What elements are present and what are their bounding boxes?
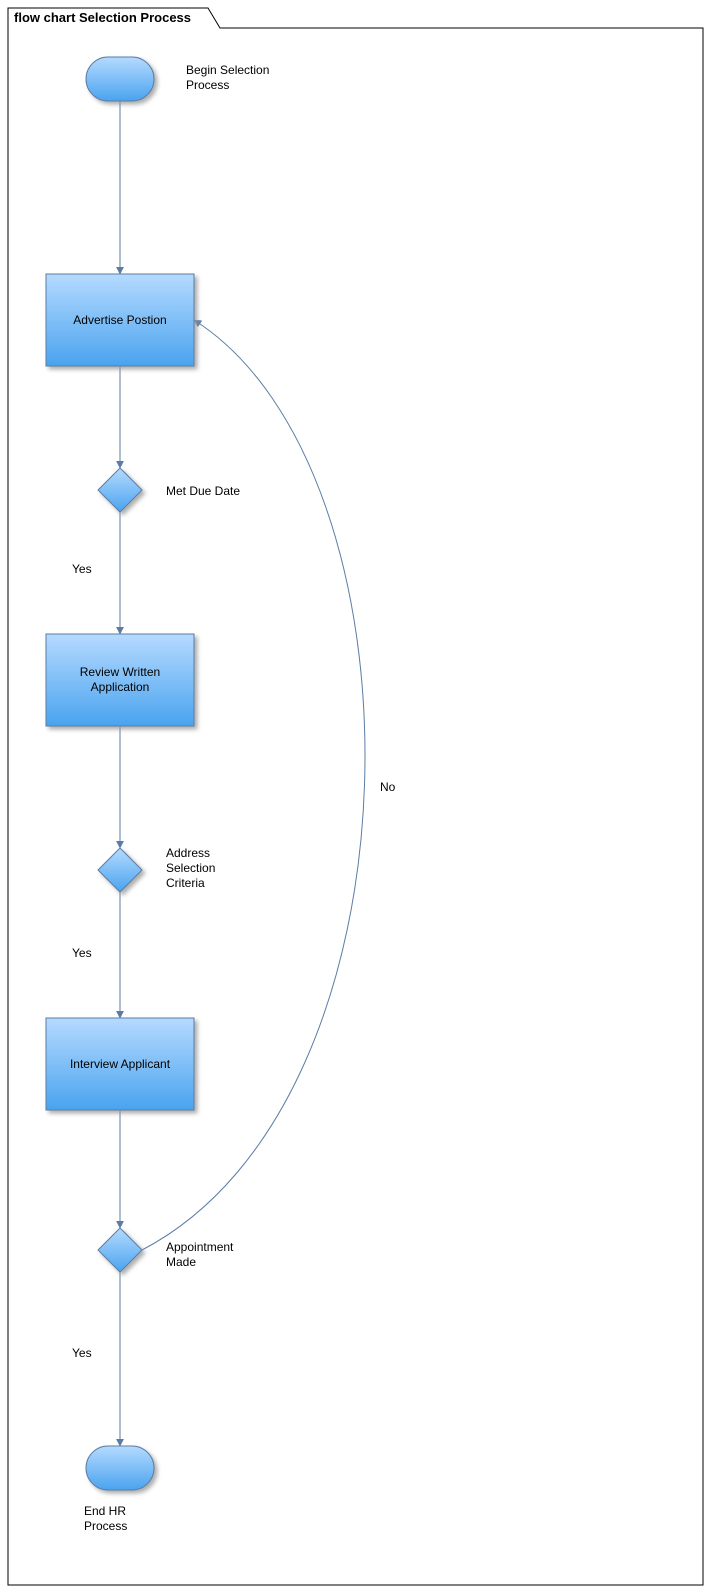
node-crit [98,848,142,892]
flowchart-svg [0,0,711,1593]
node-end [86,1446,154,1490]
node-appt [98,1228,142,1272]
node-review [46,634,194,726]
node-due [98,468,142,512]
node-start [86,57,154,101]
node-intv [46,1018,194,1110]
node-adv [46,274,194,366]
flowchart-canvas: flow chart Selection ProcessYesYesYesNoA… [0,0,711,1593]
